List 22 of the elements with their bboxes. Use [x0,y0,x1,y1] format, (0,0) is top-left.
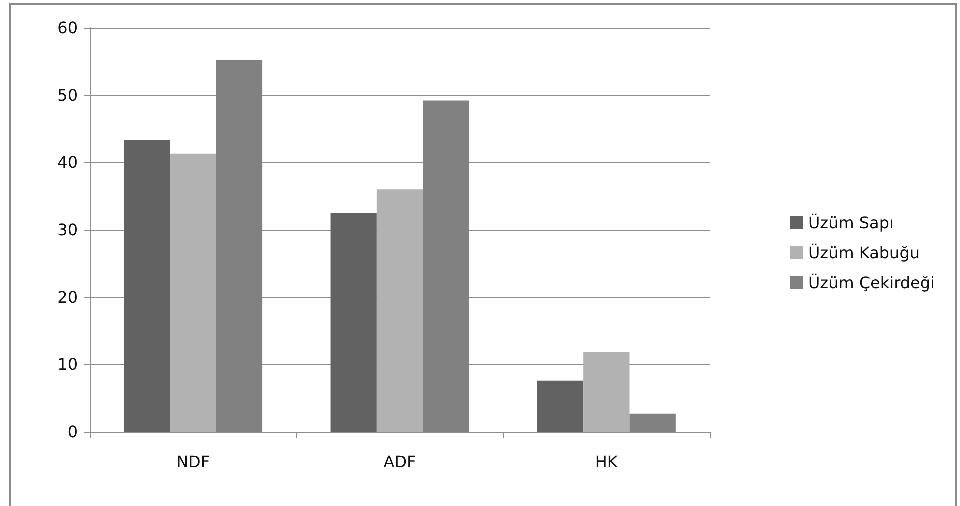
bar [330,213,377,432]
y-tick-label: 0 [68,422,78,442]
bar [537,380,584,432]
bar [124,140,170,432]
bar [216,60,263,432]
legend-label: Üzüm Kabuğu [808,244,920,262]
y-tick-label: 60 [58,18,78,38]
legend-label: Üzüm Çekirdeği [808,274,935,292]
legend-label: Üzüm Sapı [808,214,894,232]
bar [170,154,216,432]
x-tick-label: ADF [384,452,416,472]
bar [376,190,424,432]
bar [630,414,676,432]
y-tick-label: 10 [58,355,78,374]
bar [584,352,630,432]
y-tick-label: 30 [58,220,78,240]
y-tick-label: 20 [58,288,78,307]
y-tick-label: 40 [58,153,78,172]
x-tick-label: HK [595,452,618,472]
x-tick-label: NDF [176,452,210,472]
y-tick-label: 50 [58,86,78,105]
bar [423,100,470,432]
